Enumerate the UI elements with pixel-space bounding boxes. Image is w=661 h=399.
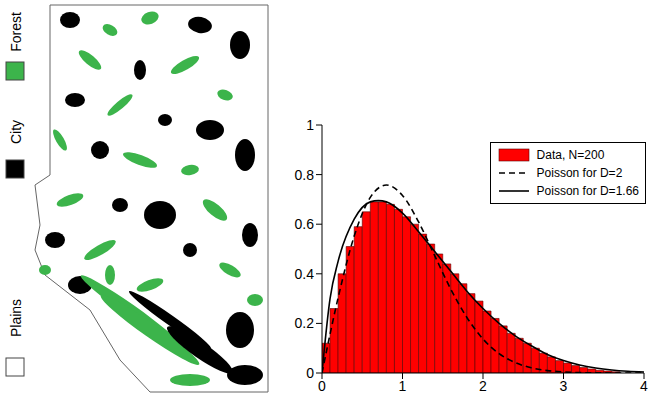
html-text:Data, N=200: Data, N=200 (536, 148, 605, 162)
svg-text:0.4: 0.4 (295, 266, 315, 282)
svg-text:1: 1 (399, 378, 407, 394)
svg-text:0: 0 (306, 365, 314, 381)
svg-text:0.6: 0.6 (295, 216, 315, 232)
svg-text:0.8: 0.8 (295, 167, 315, 183)
html-text:Poisson for D=1.66: Poisson for D=1.66 (536, 184, 639, 198)
svg-text:3: 3 (560, 378, 568, 394)
svg-text:4: 4 (640, 378, 648, 394)
svg-text:0.2: 0.2 (295, 315, 315, 331)
html-text:Poisson for D=2: Poisson for D=2 (536, 166, 623, 180)
svg-text:0: 0 (318, 378, 326, 394)
svg-text:City: City (8, 120, 24, 144)
svg-text:Plains: Plains (8, 299, 24, 337)
svg-text:Forest: Forest (8, 12, 24, 52)
svg-text:2: 2 (479, 378, 487, 394)
svg-text:1: 1 (306, 117, 314, 133)
